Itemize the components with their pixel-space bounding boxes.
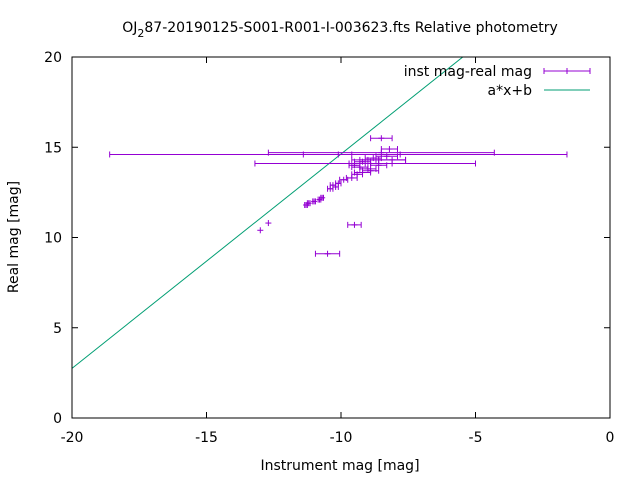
data-point [257, 227, 264, 234]
data-point [265, 220, 272, 227]
data-point [370, 135, 393, 142]
data-point [319, 194, 326, 201]
chart-title: OJ287-20190125-S001-R001-I-003623.fts Re… [122, 20, 558, 40]
y-tick-label: 15 [44, 140, 62, 156]
y-tick-label: 10 [44, 231, 62, 247]
chart-title-main: OJ [122, 20, 137, 36]
data-point [351, 156, 407, 163]
plot-frame [71, 56, 611, 419]
x-axis-label: Instrument mag [mag] [260, 458, 419, 474]
data-point [302, 151, 401, 158]
x-tick-label: -15 [195, 430, 218, 446]
y-tick-label: 0 [53, 411, 62, 427]
y-tick-label: 5 [53, 321, 62, 337]
legend: inst mag-real mag a*x+b [404, 64, 591, 99]
x-tick-label: 0 [606, 430, 615, 446]
data-point [348, 160, 393, 167]
data-point [335, 180, 342, 187]
data-point [351, 164, 369, 171]
data-point [362, 167, 380, 174]
x-tick-label: -5 [469, 430, 483, 446]
data-point [314, 250, 341, 257]
y-tick-label: 20 [44, 50, 62, 66]
chart-title-subscript: 2 [137, 27, 144, 40]
x-tick-label: -10 [330, 430, 353, 446]
legend-sample-points [543, 68, 591, 74]
data-point [311, 198, 318, 205]
data-point [267, 149, 495, 156]
data-point [305, 200, 312, 207]
y-axis-label: Real mag [mag] [6, 181, 22, 293]
y-axis-ticks: 0 5 10 15 20 [44, 50, 610, 427]
legend-label-points: inst mag-real mag [404, 64, 532, 80]
data-point [347, 221, 362, 228]
data-points-layer [109, 135, 568, 257]
legend-label-fit: a*x+b [488, 83, 533, 99]
data-point [380, 146, 398, 153]
chart-title-rest: 87-20190125-S001-R001-I-003623.fts Relat… [144, 20, 557, 36]
x-axis-ticks: -20 -15 -10 -5 0 [61, 57, 615, 446]
x-tick-label: -20 [61, 430, 84, 446]
data-point [339, 176, 349, 183]
